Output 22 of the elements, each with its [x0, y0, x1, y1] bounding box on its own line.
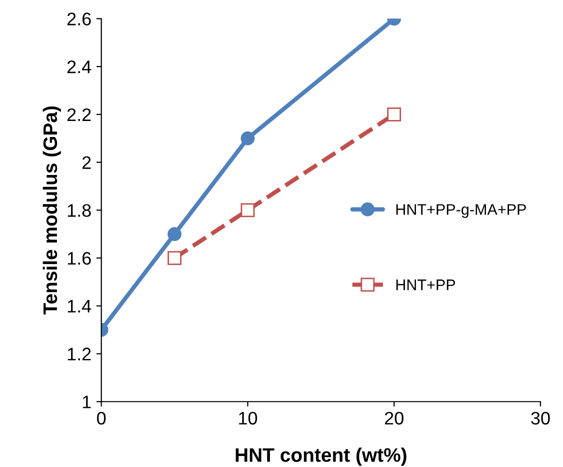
x-tick-label: 10	[239, 412, 258, 425]
y-axis-title: Tensile modulus (GPa)	[42, 106, 61, 315]
y-tick-label: 1.4	[68, 300, 92, 312]
y-tick-label: 2.4	[67, 60, 92, 74]
x-tick-label: 0	[97, 412, 106, 425]
y-tick-label: 1	[82, 396, 91, 408]
y-tick-label: 1.6	[68, 252, 91, 265]
y-tick-label: 2.2	[67, 108, 91, 121]
x-axis-title: HNT content (wt%)	[236, 448, 406, 466]
y-tick-label: 2.6	[67, 12, 91, 26]
legend-label: HNT+PP	[396, 280, 456, 290]
y-tick-label: 2	[82, 156, 91, 169]
point	[240, 203, 255, 218]
point	[168, 251, 182, 265]
x-tick-label: 20	[384, 412, 404, 425]
point	[387, 107, 402, 122]
point	[240, 131, 255, 146]
x-tick-label: 30	[531, 412, 550, 425]
y-tick-label: 1.8	[68, 204, 91, 217]
y-tick-label: 1.2	[68, 348, 91, 360]
point	[168, 227, 182, 242]
legend-label: HNT+PP-g-MA+PP	[396, 204, 526, 218]
